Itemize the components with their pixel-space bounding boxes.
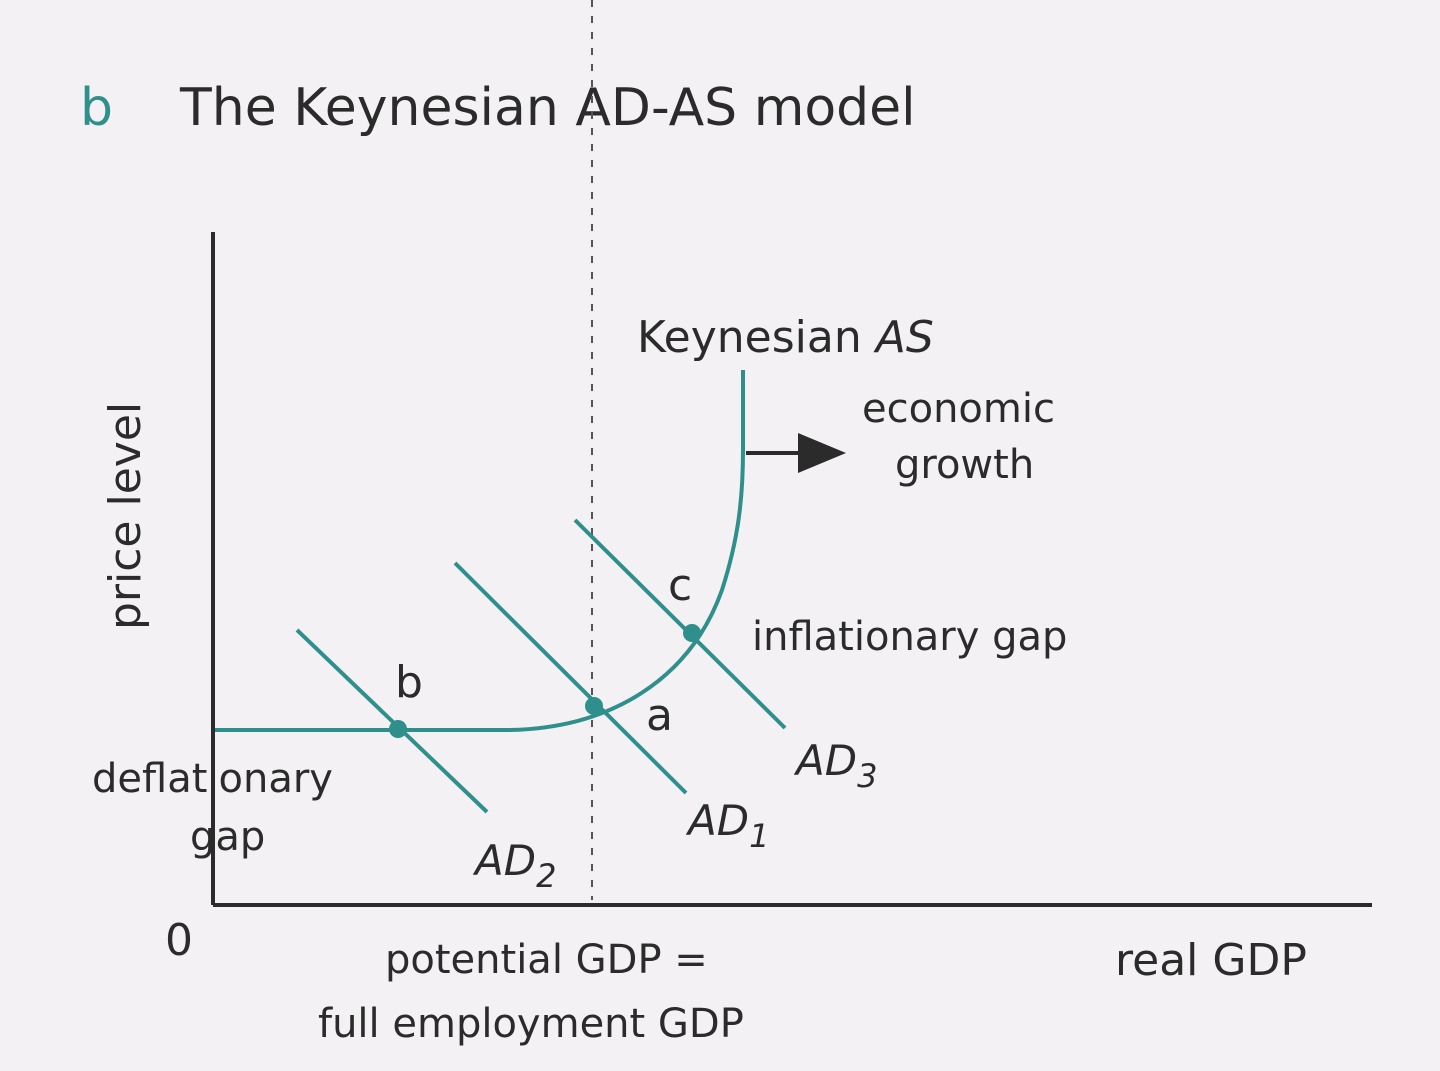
deflationary-gap-label-line2: gap	[190, 814, 265, 860]
ad2-curve	[295, 628, 489, 814]
point-b-label: b	[395, 657, 423, 708]
y-axis-label: price level	[100, 402, 151, 630]
keynesian-as-curve	[215, 370, 745, 732]
keynesian-as-label-italic: AS	[873, 312, 934, 363]
point-c-label: c	[668, 560, 692, 611]
ad1-curve	[453, 561, 688, 795]
ad3-curve	[573, 518, 787, 730]
deflationary-gap-label-line1: deflationary	[92, 756, 333, 802]
economic-growth-label-line2: growth	[895, 442, 1034, 488]
x-axis-label: real GDP	[1115, 935, 1307, 986]
inflationary-gap-label: inflationary gap	[752, 614, 1067, 660]
ad1-label-sub: 1	[749, 817, 769, 855]
figure-letter: b	[80, 78, 113, 138]
point-a-label: a	[646, 690, 673, 741]
ad1-label-main: AD	[685, 796, 749, 845]
ad3-label-sub: 3	[857, 757, 877, 795]
point-a-marker	[585, 697, 603, 715]
ad3-label: AD3	[793, 736, 877, 795]
economic-growth-label-line1: economic	[862, 386, 1055, 432]
ad2-label-main: AD	[472, 836, 536, 885]
point-c-marker	[683, 624, 701, 642]
potential-gdp-label-line1: potential GDP =	[385, 937, 708, 983]
figure-title: The Keynesian AD-AS model	[179, 78, 916, 138]
keynesian-as-label: Keynesian AS	[637, 312, 934, 363]
ad3-label-main: AD	[793, 736, 857, 785]
keynesian-as-label-main: Keynesian	[637, 312, 876, 363]
potential-gdp-label-line2: full employment GDP	[318, 1001, 744, 1047]
ad2-label: AD2	[472, 836, 556, 895]
ad2-label-sub: 2	[536, 857, 556, 895]
ad1-label: AD1	[685, 796, 769, 855]
origin-label: 0	[165, 915, 193, 966]
point-b-marker	[389, 720, 407, 738]
